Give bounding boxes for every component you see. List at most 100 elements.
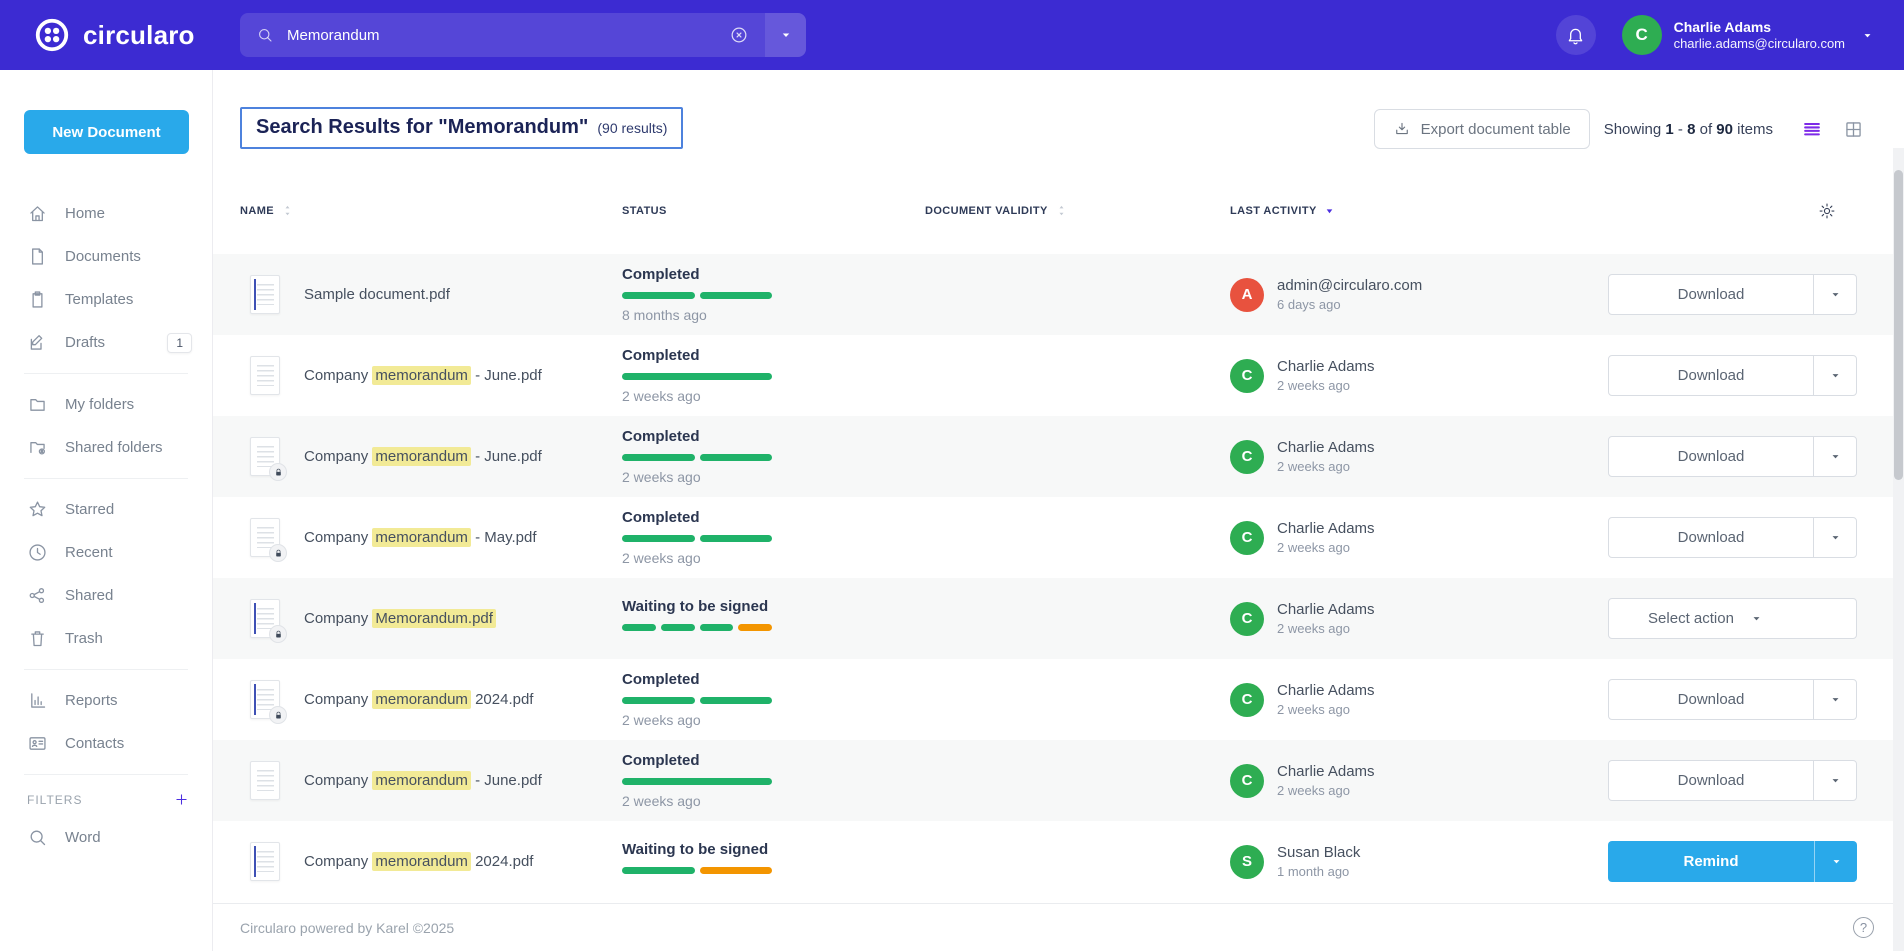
column-header-status[interactable]: STATUS bbox=[622, 204, 667, 217]
caret-down-icon bbox=[1829, 531, 1842, 544]
clear-search-icon[interactable] bbox=[729, 25, 749, 45]
lock-icon bbox=[269, 463, 287, 481]
export-table-button[interactable]: Export document table bbox=[1373, 109, 1590, 149]
document-name[interactable]: Company memorandum - May.pdf bbox=[304, 528, 537, 547]
row-action-button[interactable]: Download bbox=[1608, 274, 1857, 315]
last-activity-cell: A admin@circularo.com 6 days ago bbox=[1230, 277, 1608, 312]
column-header-validity[interactable]: DOCUMENT VALIDITY bbox=[925, 203, 1230, 218]
activity-info: Charlie Adams 2 weeks ago bbox=[1277, 682, 1375, 717]
table-row[interactable]: Company memorandum - May.pdf Completed 2… bbox=[213, 497, 1904, 578]
document-name[interactable]: Company Memorandum.pdf bbox=[304, 609, 496, 628]
sidebar-item[interactable]: Recent bbox=[0, 531, 212, 574]
action-dropdown-button[interactable] bbox=[1813, 518, 1856, 557]
status-label: Waiting to be signed bbox=[622, 598, 769, 615]
caret-down-icon bbox=[1829, 774, 1842, 787]
table-row[interactable]: Company memorandum - June.pdf Completed … bbox=[213, 416, 1904, 497]
document-name[interactable]: Company memorandum - June.pdf bbox=[304, 771, 542, 790]
action-dropdown-button[interactable] bbox=[1814, 841, 1857, 882]
action-cell: Download bbox=[1608, 436, 1858, 477]
column-header-last-activity[interactable]: LAST ACTIVITY bbox=[1230, 204, 1608, 217]
help-button[interactable]: ? bbox=[1853, 917, 1874, 938]
status-label: Completed bbox=[622, 266, 700, 283]
document-name[interactable]: Sample document.pdf bbox=[304, 286, 450, 303]
sidebar-item[interactable]: Shared bbox=[0, 574, 212, 617]
scrollbar-track[interactable] bbox=[1893, 148, 1904, 951]
notifications-button[interactable] bbox=[1555, 15, 1596, 55]
action-cell: Remind bbox=[1608, 841, 1858, 882]
sidebar-item[interactable]: Starred bbox=[0, 488, 212, 531]
new-document-button[interactable]: New Document bbox=[24, 110, 189, 154]
filter-item[interactable]: Word bbox=[0, 816, 212, 859]
sidebar-item[interactable]: Home bbox=[0, 192, 212, 235]
document-name[interactable]: Company memorandum - June.pdf bbox=[304, 366, 542, 385]
table-row[interactable]: Sample document.pdf Completed 8 months a… bbox=[213, 254, 1904, 335]
action-dropdown-button[interactable] bbox=[1813, 761, 1856, 800]
draft-icon bbox=[27, 332, 48, 353]
user-menu[interactable]: C Charlie Adams charlie.adams@circularo.… bbox=[1621, 15, 1874, 55]
document-name[interactable]: Company memorandum 2024.pdf bbox=[304, 852, 534, 871]
row-action-button[interactable]: Download bbox=[1608, 517, 1857, 558]
name-cell: Company memorandum - June.pdf bbox=[240, 761, 622, 800]
table-row[interactable]: Company memorandum 2024.pdf Completed 2 … bbox=[213, 659, 1904, 740]
table-row[interactable]: Company Memorandum.pdf Waiting to be sig… bbox=[213, 578, 1904, 659]
sidebar-item[interactable]: My folders bbox=[0, 383, 212, 426]
row-action-button[interactable]: Select action bbox=[1608, 598, 1857, 639]
activity-time: 6 days ago bbox=[1277, 297, 1341, 312]
status-time: 2 weeks ago bbox=[622, 712, 701, 728]
column-header-name[interactable]: NAME bbox=[240, 203, 622, 218]
status-label: Completed bbox=[622, 347, 700, 364]
action-dropdown-button[interactable] bbox=[1813, 437, 1856, 476]
last-activity-cell: C Charlie Adams 2 weeks ago bbox=[1230, 601, 1608, 636]
action-dropdown-button[interactable] bbox=[1813, 275, 1856, 314]
caret-down-icon bbox=[1750, 612, 1763, 625]
sidebar-item[interactable]: Shared folders bbox=[0, 426, 212, 469]
row-action-button[interactable]: Download bbox=[1608, 355, 1857, 396]
table-row[interactable]: Company memorandum - June.pdf Completed … bbox=[213, 335, 1904, 416]
action-dropdown-button[interactable] bbox=[1750, 599, 1763, 638]
status-label: Completed bbox=[622, 752, 700, 769]
sidebar-item[interactable]: Documents bbox=[0, 235, 212, 278]
status-progress-bar bbox=[622, 454, 772, 461]
activity-user: Charlie Adams bbox=[1277, 439, 1375, 456]
status-segment bbox=[738, 624, 772, 631]
activity-time: 2 weeks ago bbox=[1277, 378, 1350, 393]
lock-icon bbox=[269, 706, 287, 724]
search-options-button[interactable] bbox=[765, 13, 806, 57]
document-thumbnail bbox=[250, 599, 287, 643]
row-action-button[interactable]: Remind bbox=[1608, 841, 1857, 882]
status-progress-bar bbox=[622, 778, 772, 785]
row-action-button[interactable]: Download bbox=[1608, 679, 1857, 720]
sidebar-item[interactable]: Contacts bbox=[0, 722, 212, 765]
sidebar-item[interactable]: Drafts 1 bbox=[0, 321, 212, 364]
document-name[interactable]: Company memorandum - June.pdf bbox=[304, 447, 542, 466]
sidebar-item[interactable]: Reports bbox=[0, 679, 212, 722]
action-cell: Download bbox=[1608, 517, 1858, 558]
status-cell: Completed 8 months ago bbox=[622, 266, 925, 323]
action-dropdown-button[interactable] bbox=[1813, 356, 1856, 395]
activity-user: Charlie Adams bbox=[1277, 763, 1375, 780]
scrollbar-thumb[interactable] bbox=[1894, 170, 1903, 480]
table-row[interactable]: Company memorandum 2024.pdf Waiting to b… bbox=[213, 821, 1904, 902]
document-thumbnail bbox=[250, 356, 280, 395]
status-segment bbox=[699, 867, 772, 874]
table-row[interactable]: Company memorandum - June.pdf Completed … bbox=[213, 740, 1904, 821]
activity-user: Charlie Adams bbox=[1277, 520, 1375, 537]
document-name[interactable]: Company memorandum 2024.pdf bbox=[304, 690, 534, 709]
name-cell: Company memorandum 2024.pdf bbox=[240, 680, 622, 724]
row-action-button[interactable]: Download bbox=[1608, 760, 1857, 801]
home-icon bbox=[27, 203, 48, 224]
add-filter-button[interactable] bbox=[173, 791, 190, 808]
action-dropdown-button[interactable] bbox=[1813, 680, 1856, 719]
list-view-button[interactable] bbox=[1801, 118, 1823, 140]
sidebar-item[interactable]: Trash bbox=[0, 617, 212, 660]
document-thumbnail bbox=[250, 275, 280, 314]
count-badge: 1 bbox=[167, 332, 192, 353]
grid-view-button[interactable] bbox=[1843, 119, 1864, 140]
gear-icon[interactable] bbox=[1818, 202, 1836, 220]
app-logo[interactable]: circularo bbox=[33, 16, 240, 54]
sidebar-item[interactable]: Templates bbox=[0, 278, 212, 321]
action-cell: Download bbox=[1608, 760, 1858, 801]
status-cell: Completed 2 weeks ago bbox=[622, 347, 925, 404]
search-input[interactable] bbox=[287, 26, 729, 44]
row-action-button[interactable]: Download bbox=[1608, 436, 1857, 477]
